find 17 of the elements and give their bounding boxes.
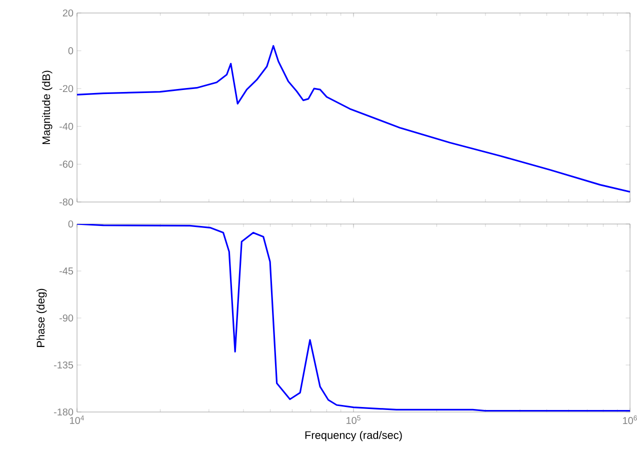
y-tick-label: 0 <box>68 47 74 54</box>
y-axis-title: Phase (deg) <box>36 288 47 347</box>
y-tick-label: -45 <box>60 268 74 274</box>
y-tick-label: -20 <box>60 85 74 92</box>
y-tick-label: 0 <box>68 220 74 228</box>
y-tick-label: 20 <box>62 9 74 17</box>
y-tick-label: -60 <box>60 160 74 168</box>
x-tick-label: 10$^{4}$ <box>70 416 84 424</box>
y-tick-label: -40 <box>60 122 74 130</box>
y-tick-label: -135 <box>54 361 74 369</box>
x-tick-label: 10$^{6}$ <box>623 416 637 424</box>
y-tick-label: -90 <box>60 314 74 322</box>
x-tick-label: 10$^{5}$ <box>346 416 360 424</box>
y-tick-label: -80 <box>60 198 74 206</box>
x-axis-title: Frequency (rad/sec) <box>305 430 402 442</box>
y-tick-label: -180 <box>54 408 74 416</box>
y-axis-title: Magnitude (dB) <box>42 70 52 144</box>
